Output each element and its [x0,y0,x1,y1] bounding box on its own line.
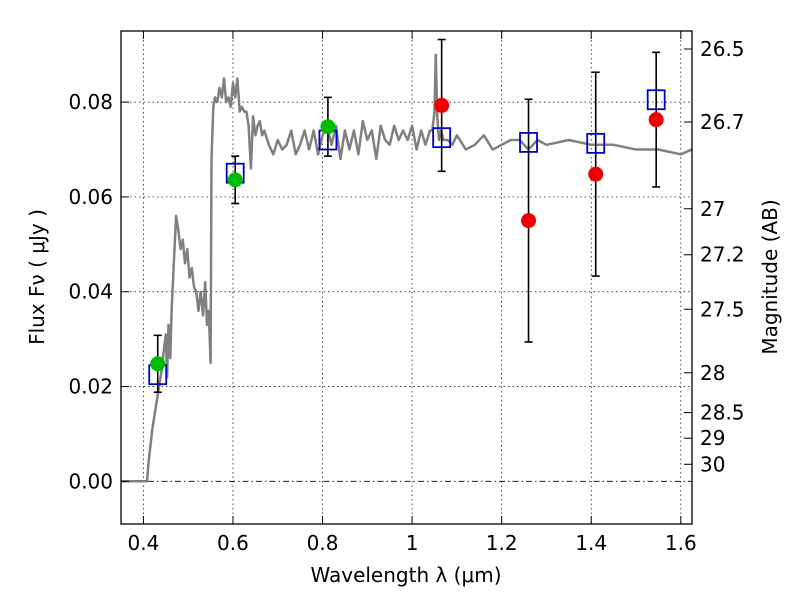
mag-tick-label: 27 [700,197,725,221]
model-spectrum-line [121,53,692,483]
circle-marker [434,97,450,113]
y-tick-label: 0.00 [68,469,113,493]
x-tick-label: 0.6 [217,531,249,555]
mag-tick-label: 27.5 [700,297,745,321]
y-tick-label: 0.06 [68,185,113,209]
mag-tick-label: 28.5 [700,401,745,425]
circle-marker [150,356,166,372]
errorbar-layer [153,38,661,394]
grid [121,31,692,524]
tick-layer: 0.4 0.6 0.8 1 1.2 1.4 1.6 0.00 0.02 0.04 0.06 0.08 2… [68,31,745,555]
mag-tick-label: 26.7 [700,110,745,134]
circle-marker [648,112,664,128]
right-axis-label: Magnitude (AB) [758,199,782,354]
x-tick-label: 1 [406,531,419,555]
square-marker [586,132,606,154]
x-tick-label: 1.2 [486,531,518,555]
y-tick-label: 0.04 [68,280,113,304]
square-marker [432,127,452,149]
y-tick-label: 0.02 [68,375,113,399]
y-tick-label: 0.08 [68,90,113,114]
x-axis-label: Wavelength λ (μm) [310,563,501,587]
circle-marker [227,172,243,188]
x-tick-label: 0.8 [307,531,339,555]
mag-tick-label: 29 [700,426,725,450]
mag-tick-label: 27.2 [700,243,745,267]
square-marker [646,89,666,111]
x-tick-label: 0.4 [127,531,159,555]
x-tick-label: 1.6 [665,531,697,555]
x-tick-label: 1.4 [575,531,607,555]
plot-frame [120,30,693,525]
marker-layer [148,89,666,386]
circle-marker [588,166,604,182]
mag-tick-label: 26.5 [700,37,745,61]
circle-marker [521,213,537,229]
circle-marker [320,119,336,135]
y-axis-label: Flux Fν ( μJy ) [25,209,49,345]
square-marker [519,131,538,153]
mag-tick-label: 30 [700,452,725,476]
mag-tick-label: 28 [700,361,725,385]
spectrum-layer [121,53,692,483]
